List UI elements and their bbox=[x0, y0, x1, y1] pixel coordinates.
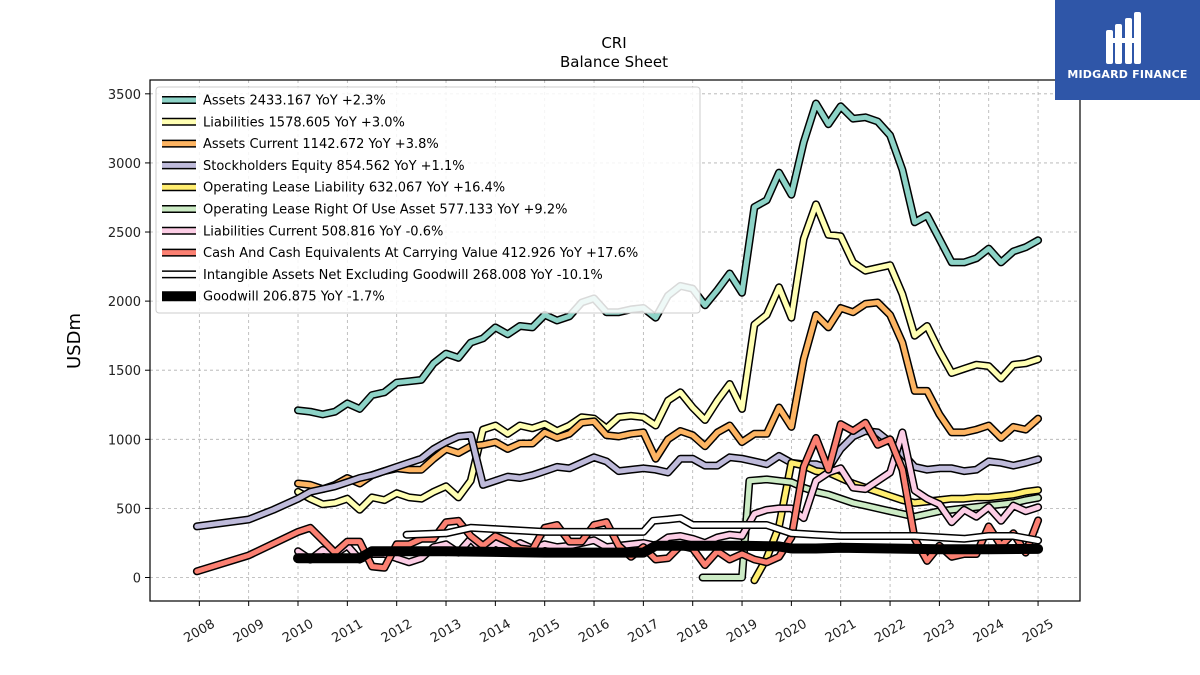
legend-item: Assets 2433.167 YoY +2.3% bbox=[162, 94, 386, 109]
series-line bbox=[295, 300, 1041, 492]
y-axis-label: USDm bbox=[64, 313, 85, 369]
legend-item: Intangible Assets Net Excluding Goodwill… bbox=[162, 268, 603, 283]
legend-item: Operating Lease Liability 632.067 YoY +1… bbox=[162, 181, 505, 196]
chart-title: CRI bbox=[601, 34, 626, 52]
x-tick-label: 2014 bbox=[478, 617, 514, 647]
x-tick-label: 2008 bbox=[182, 617, 218, 647]
series-liabilities bbox=[294, 200, 1043, 514]
x-tick-label: 2019 bbox=[724, 617, 760, 647]
legend-label: Cash And Cash Equivalents At Carrying Va… bbox=[203, 246, 638, 261]
axes-frame bbox=[149, 79, 1081, 602]
y-axis: 0 500 1000 1500 2000 2500 3000 3500 bbox=[108, 88, 150, 587]
brand-name: MIDGARD FINANCE bbox=[1067, 68, 1188, 81]
midgard-logo-icon bbox=[1106, 12, 1141, 64]
legend-item: Operating Lease Right Of Use Asset 577.1… bbox=[162, 203, 567, 218]
y-tick-label: 3000 bbox=[108, 157, 141, 172]
x-tick-label: 2015 bbox=[527, 617, 563, 647]
series-line bbox=[194, 420, 1041, 574]
legend-label: Operating Lease Liability 632.067 YoY +1… bbox=[203, 181, 505, 196]
legend-item: Stockholders Equity 854.562 YoY +1.1% bbox=[162, 159, 465, 174]
y-tick-label: 2000 bbox=[108, 295, 141, 310]
legend-item: Assets Current 1142.672 YoY +3.8% bbox=[162, 137, 439, 152]
series-intangible-assets-net-excluding-goodwill bbox=[402, 514, 1043, 545]
series-line bbox=[404, 515, 1041, 543]
legend-item: Goodwill 206.875 YoY -1.7% bbox=[162, 290, 385, 305]
x-tick-label: 2013 bbox=[428, 617, 464, 647]
x-tick-label: 2021 bbox=[823, 617, 859, 647]
legend-label: Operating Lease Right Of Use Asset 577.1… bbox=[203, 203, 567, 218]
y-tick-label: 3500 bbox=[108, 88, 141, 103]
x-tick-label: 2012 bbox=[379, 617, 415, 647]
series-line bbox=[295, 429, 1041, 565]
legend-label: Goodwill 206.875 YoY -1.7% bbox=[203, 290, 385, 305]
x-tick-label: 2024 bbox=[971, 617, 1007, 647]
x-tick-label: 2022 bbox=[872, 617, 908, 647]
series-cash-and-cash-equivalents-at-carrying-value bbox=[192, 418, 1043, 576]
series-assets-current bbox=[294, 298, 1043, 494]
legend-label: Liabilities Current 508.816 YoY -0.6% bbox=[203, 224, 443, 239]
series-liabilities-current bbox=[294, 428, 1043, 567]
legend-label: Assets 2433.167 YoY +2.3% bbox=[203, 94, 386, 109]
legend-item: Liabilities 1578.605 YoY +3.0% bbox=[162, 115, 405, 130]
x-tick-label: 2020 bbox=[774, 617, 810, 647]
legend-item: Liabilities Current 508.816 YoY -0.6% bbox=[162, 224, 443, 239]
chart-subtitle: Balance Sheet bbox=[560, 53, 668, 71]
y-tick-label: 1500 bbox=[108, 364, 141, 379]
y-tick-label: 0 bbox=[133, 572, 141, 587]
legend-item: Cash And Cash Equivalents At Carrying Va… bbox=[162, 246, 638, 261]
y-tick-label: 2500 bbox=[108, 226, 141, 241]
y-tick-label: 500 bbox=[116, 502, 141, 517]
legend-label: Intangible Assets Net Excluding Goodwill… bbox=[203, 268, 603, 283]
y-tick-label: 1000 bbox=[108, 433, 141, 448]
x-tick-label: 2023 bbox=[922, 617, 958, 647]
series-line bbox=[294, 542, 1042, 562]
x-tick-label: 2010 bbox=[280, 617, 316, 647]
legend-label: Assets Current 1142.672 YoY +3.8% bbox=[203, 137, 439, 152]
legend-label: Liabilities 1578.605 YoY +3.0% bbox=[203, 115, 405, 130]
midgard-finance-logo: MIDGARD FINANCE bbox=[1055, 0, 1200, 100]
x-tick-label: 2011 bbox=[330, 617, 366, 647]
legend: Assets 2433.167 YoY +2.3% Liabilities 157… bbox=[155, 86, 701, 314]
series-goodwill bbox=[293, 540, 1044, 564]
x-axis: 2008 2009 2010 2011 2012 2013 2014 2015 2016 2017… bbox=[182, 601, 1056, 647]
x-tick-label: 2009 bbox=[231, 617, 267, 647]
legend-box bbox=[155, 86, 701, 314]
legend-label: Stockholders Equity 854.562 YoY +1.1% bbox=[203, 159, 465, 174]
x-tick-label: 2016 bbox=[576, 617, 612, 647]
x-tick-label: 2018 bbox=[675, 617, 711, 647]
x-tick-label: 2025 bbox=[1020, 617, 1056, 647]
x-tick-label: 2017 bbox=[626, 617, 662, 647]
series-layer bbox=[192, 99, 1044, 585]
series-line bbox=[295, 201, 1041, 513]
